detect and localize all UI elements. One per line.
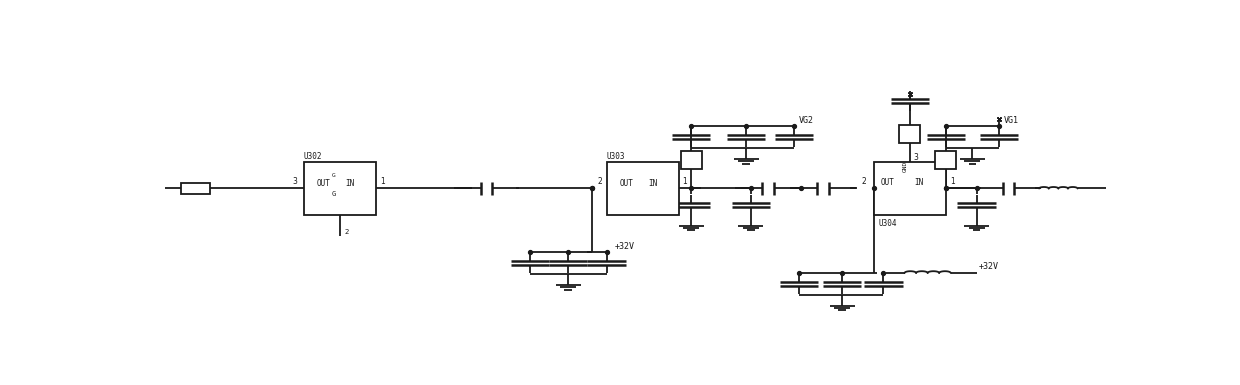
Text: +32V: +32V [978, 263, 998, 271]
Text: IN: IN [649, 179, 657, 187]
Text: G: G [331, 191, 336, 197]
Text: IN: IN [914, 178, 924, 187]
Text: 3: 3 [914, 153, 919, 162]
Text: +32V: +32V [614, 242, 635, 251]
Text: U303: U303 [606, 152, 625, 161]
Bar [304, 162, 376, 215]
Text: IN: IN [346, 179, 355, 187]
Text: 3: 3 [293, 177, 298, 186]
Bar [935, 151, 956, 169]
Text: OUT: OUT [317, 179, 331, 187]
Bar [681, 151, 702, 169]
Text: U304: U304 [879, 219, 897, 228]
Text: GND: GND [903, 161, 908, 172]
Text: 1: 1 [682, 177, 687, 186]
Bar [181, 182, 210, 194]
Text: G: G [331, 172, 335, 177]
Bar [874, 162, 946, 215]
Text: 2: 2 [596, 177, 601, 186]
Text: 1: 1 [379, 177, 384, 186]
Bar [899, 125, 920, 142]
Text: 2: 2 [862, 177, 866, 186]
Text: VG2: VG2 [799, 116, 813, 125]
Text: OUT: OUT [620, 179, 634, 187]
Bar [606, 162, 678, 215]
Text: 2: 2 [345, 229, 350, 236]
Text: VG1: VG1 [1003, 116, 1018, 125]
Text: U302: U302 [304, 152, 322, 161]
Text: 1: 1 [950, 177, 955, 186]
Text: OUT: OUT [882, 178, 895, 187]
